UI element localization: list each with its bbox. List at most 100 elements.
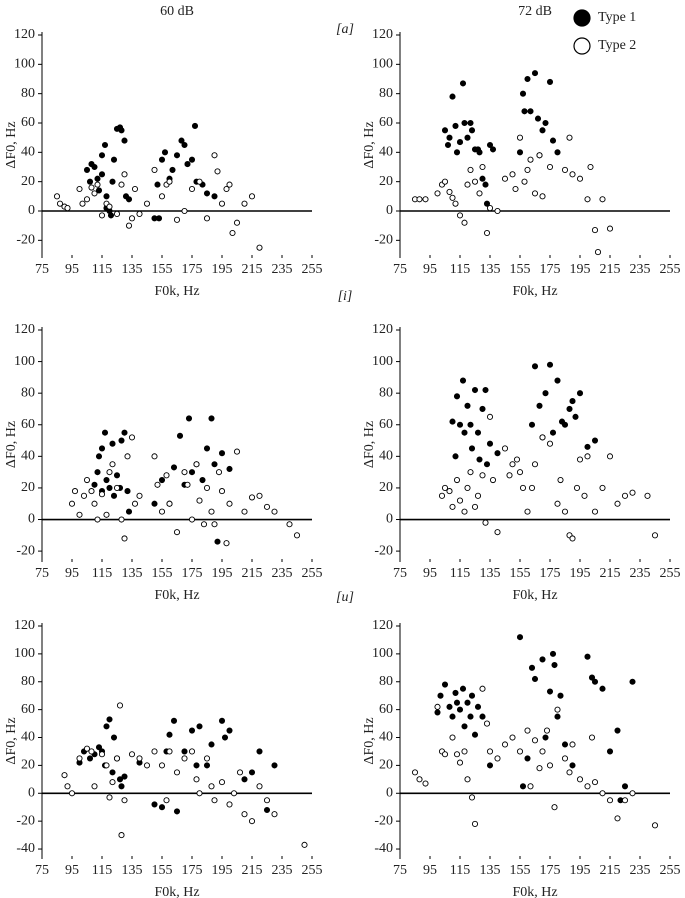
- x-tick-label: 195: [212, 566, 233, 581]
- x-tick-label: 155: [152, 566, 173, 581]
- x-tick-label: 215: [242, 566, 263, 581]
- data-point: [208, 741, 215, 748]
- data-point: [91, 783, 98, 790]
- data-point: [263, 503, 271, 510]
- data-point: [474, 492, 482, 499]
- data-point: [173, 808, 181, 815]
- data-point: [218, 200, 226, 207]
- data-point: [449, 734, 456, 741]
- x-tick-label: 155: [510, 863, 531, 878]
- data-point: [226, 801, 233, 808]
- x-tick-label: 115: [450, 566, 470, 581]
- data-point: [263, 797, 271, 804]
- y-axis-label: ΔF0, Hz: [362, 717, 377, 764]
- data-point: [163, 797, 170, 804]
- data-point: [486, 762, 494, 769]
- data-point: [241, 508, 248, 515]
- y-tick-label: 20: [21, 758, 35, 773]
- data-point: [606, 748, 614, 755]
- data-point: [124, 453, 131, 460]
- data-point: [561, 166, 569, 173]
- y-tick-label: 120: [372, 27, 393, 42]
- data-point: [218, 488, 226, 495]
- y-tick-label: 60: [21, 115, 35, 130]
- data-point: [118, 181, 125, 188]
- data-point: [467, 469, 474, 476]
- y-tick-label: 80: [21, 86, 35, 101]
- x-tick-label: 175: [182, 863, 203, 878]
- data-point: [98, 152, 106, 159]
- data-point: [551, 661, 558, 669]
- data-point: [53, 193, 61, 200]
- data-point: [203, 762, 211, 769]
- data-point: [479, 472, 486, 479]
- data-point: [591, 437, 599, 444]
- data-point: [486, 141, 494, 149]
- data-point: [516, 149, 524, 156]
- data-point: [588, 674, 596, 681]
- data-point: [233, 219, 241, 226]
- data-point: [109, 769, 116, 776]
- data-point: [83, 476, 91, 484]
- data-point: [248, 818, 256, 825]
- x-tick-label: 215: [600, 566, 621, 581]
- data-point: [566, 134, 573, 141]
- data-point: [226, 181, 233, 188]
- data-point: [573, 484, 581, 491]
- data-point: [449, 503, 456, 510]
- data-point: [203, 755, 211, 762]
- data-point: [170, 464, 178, 471]
- data-point: [449, 93, 456, 100]
- x-tick-label: 115: [92, 566, 112, 581]
- data-point: [557, 476, 564, 484]
- data-point: [569, 398, 576, 405]
- y-tick-label: 0: [386, 203, 393, 218]
- data-point: [599, 196, 606, 203]
- y-axis-label: ΔF0, Hz: [4, 421, 19, 468]
- data-point: [128, 434, 136, 441]
- data-point: [116, 776, 124, 783]
- y-tick-label: 120: [14, 618, 35, 633]
- data-point: [136, 492, 143, 499]
- data-point: [452, 453, 459, 460]
- data-point: [131, 185, 139, 193]
- data-point: [106, 794, 113, 801]
- data-point: [118, 127, 125, 134]
- data-point: [208, 783, 215, 790]
- y-tick-label: 80: [21, 385, 35, 400]
- data-point: [151, 748, 158, 755]
- data-point: [248, 193, 256, 200]
- data-point: [536, 152, 543, 159]
- data-point: [446, 134, 453, 141]
- data-point: [188, 185, 196, 193]
- data-point: [176, 432, 184, 439]
- data-point: [193, 461, 200, 468]
- y-tick-label: 120: [372, 618, 393, 633]
- data-point: [416, 776, 423, 783]
- data-point: [188, 727, 196, 734]
- x-tick-label: 235: [272, 262, 293, 277]
- data-point: [88, 488, 95, 495]
- data-point: [113, 472, 121, 479]
- y-tick-label: 80: [379, 385, 393, 400]
- data-point: [467, 166, 474, 173]
- x-tick-label: 75: [393, 262, 407, 277]
- data-point: [516, 469, 524, 476]
- data-point: [486, 748, 494, 755]
- data-point: [241, 811, 248, 818]
- data-point: [546, 361, 554, 368]
- x-axis-label: F0k, Hz: [154, 284, 199, 299]
- data-point: [509, 461, 516, 468]
- data-point: [461, 723, 468, 730]
- y-tick-label: 0: [28, 203, 35, 218]
- data-point: [561, 421, 569, 428]
- data-point: [166, 731, 173, 738]
- data-point: [554, 149, 561, 156]
- data-point: [561, 508, 569, 515]
- data-point: [185, 415, 193, 422]
- data-point: [501, 175, 509, 182]
- data-point: [494, 450, 501, 457]
- data-point: [479, 685, 486, 692]
- data-point: [113, 484, 121, 491]
- data-point: [196, 790, 203, 797]
